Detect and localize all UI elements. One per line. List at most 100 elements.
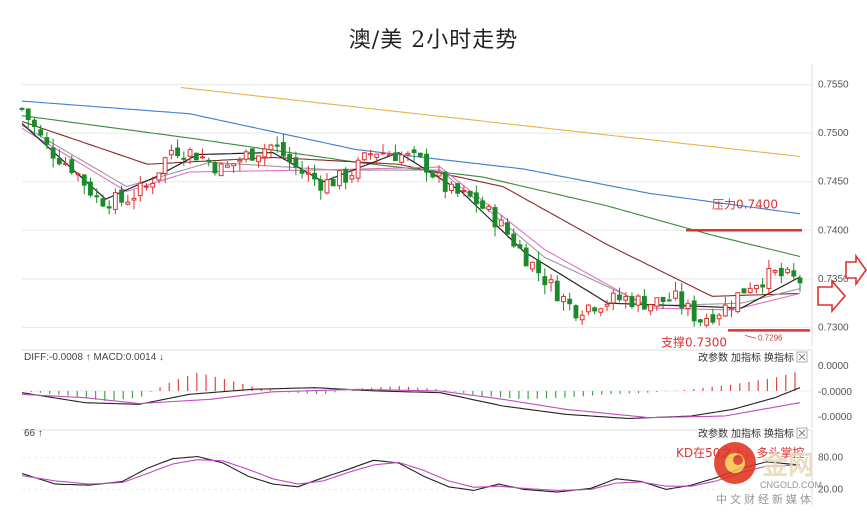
macd-tick-label: -0.0000 [818,387,852,398]
candle [417,152,423,157]
candle [685,302,691,310]
candle [778,267,784,277]
close-icon-glyph [798,429,806,437]
candle [81,174,87,186]
candle [641,295,647,310]
candle [125,201,131,205]
candle [754,284,759,290]
macd-tick-label: 0.0000 [818,361,849,372]
candle [368,153,373,156]
y-tick-label: 0.7350 [818,274,849,285]
candle [797,277,803,284]
candle [585,304,591,313]
kdj-axis-ticks: 80.00 20.00 [818,453,843,496]
candle [181,157,187,160]
candle [498,219,504,227]
add-indicator-button[interactable]: 加指标 [731,427,761,440]
candle [19,107,25,110]
candle [542,276,548,286]
candle [280,142,286,157]
candle [579,314,585,321]
candle [567,298,573,305]
candle [430,172,436,178]
candle [63,162,68,165]
candle [218,163,224,177]
candle [473,192,479,205]
switch-indicator-button[interactable]: 换指标 [764,427,794,440]
candle [94,195,100,198]
arrow-right-icon [845,253,867,287]
candle [38,129,44,136]
candle [691,300,697,322]
candle [554,280,560,302]
candle [704,317,710,326]
moving-average-lines [21,86,801,311]
candle [436,172,442,177]
candle [337,170,342,187]
candle [660,296,666,302]
arrow-right-icon [817,278,847,314]
candle [399,154,405,163]
candle [343,168,349,183]
candle [654,297,660,307]
moving-average-line [21,122,801,309]
candle [168,149,174,156]
candle [710,314,716,323]
candle [25,108,31,120]
edit-params-button[interactable]: 改参数 [698,427,728,440]
candle [517,244,523,249]
candle [592,307,598,312]
candle [150,182,156,188]
candle [119,189,124,203]
kdj-lines [21,455,801,493]
candle [629,296,635,308]
candle [299,169,305,174]
candle [449,183,454,192]
candle [442,171,448,192]
candle [56,157,62,165]
candle [698,319,703,323]
candle [405,152,411,156]
candle [274,144,280,147]
candle [237,159,243,163]
candle [648,304,654,312]
candle [162,157,168,174]
candle [386,154,392,157]
candle [324,179,330,194]
y-tick-label: 0.7550 [818,80,849,91]
candle [505,222,510,235]
low-price-label: 0.7296 [758,333,783,342]
candle [88,181,93,196]
candle [131,197,137,201]
candle [156,172,162,181]
candle [480,200,485,209]
kdj-tick-label: 80.00 [818,453,843,464]
moving-average-line [21,120,801,297]
macd-buttons: 改参数 加指标 换指标 [698,351,808,364]
moving-average-line [21,115,801,258]
candle [231,163,237,167]
candle [722,304,728,317]
edit-params-button[interactable]: 改参数 [698,351,728,364]
candle [193,152,199,161]
chart-title: 澳/美 2小时走势 [348,28,519,53]
y-tick-label: 0.7300 [818,322,849,333]
candle [293,157,299,168]
candle [69,159,75,174]
macd-panel: 0.0000 -0.0000 -0.0000 DIFF:-0.0008 ↑ MACD… [21,349,852,428]
candle [529,261,535,270]
price-panel: 0.7550 0.7500 0.7450 0.7400 0.7350 0.7300 压力0… [19,64,849,349]
candle [486,205,492,210]
candle [536,260,542,274]
candle [144,185,149,188]
kdj-d-line [21,459,801,492]
watermark-domain: CNGOLD.COM [760,480,822,490]
candle [243,151,249,160]
candle [100,198,106,207]
switch-indicator-button[interactable]: 换指标 [764,351,794,364]
price-axis-ticks: 0.7550 0.7500 0.7450 0.7400 0.7350 0.7300 [818,80,849,334]
add-indicator-button[interactable]: 加指标 [731,351,761,364]
candle [187,149,193,157]
watermark-logo: 金网 CNGOLD.COM 中文财经新媒体 [714,442,822,506]
